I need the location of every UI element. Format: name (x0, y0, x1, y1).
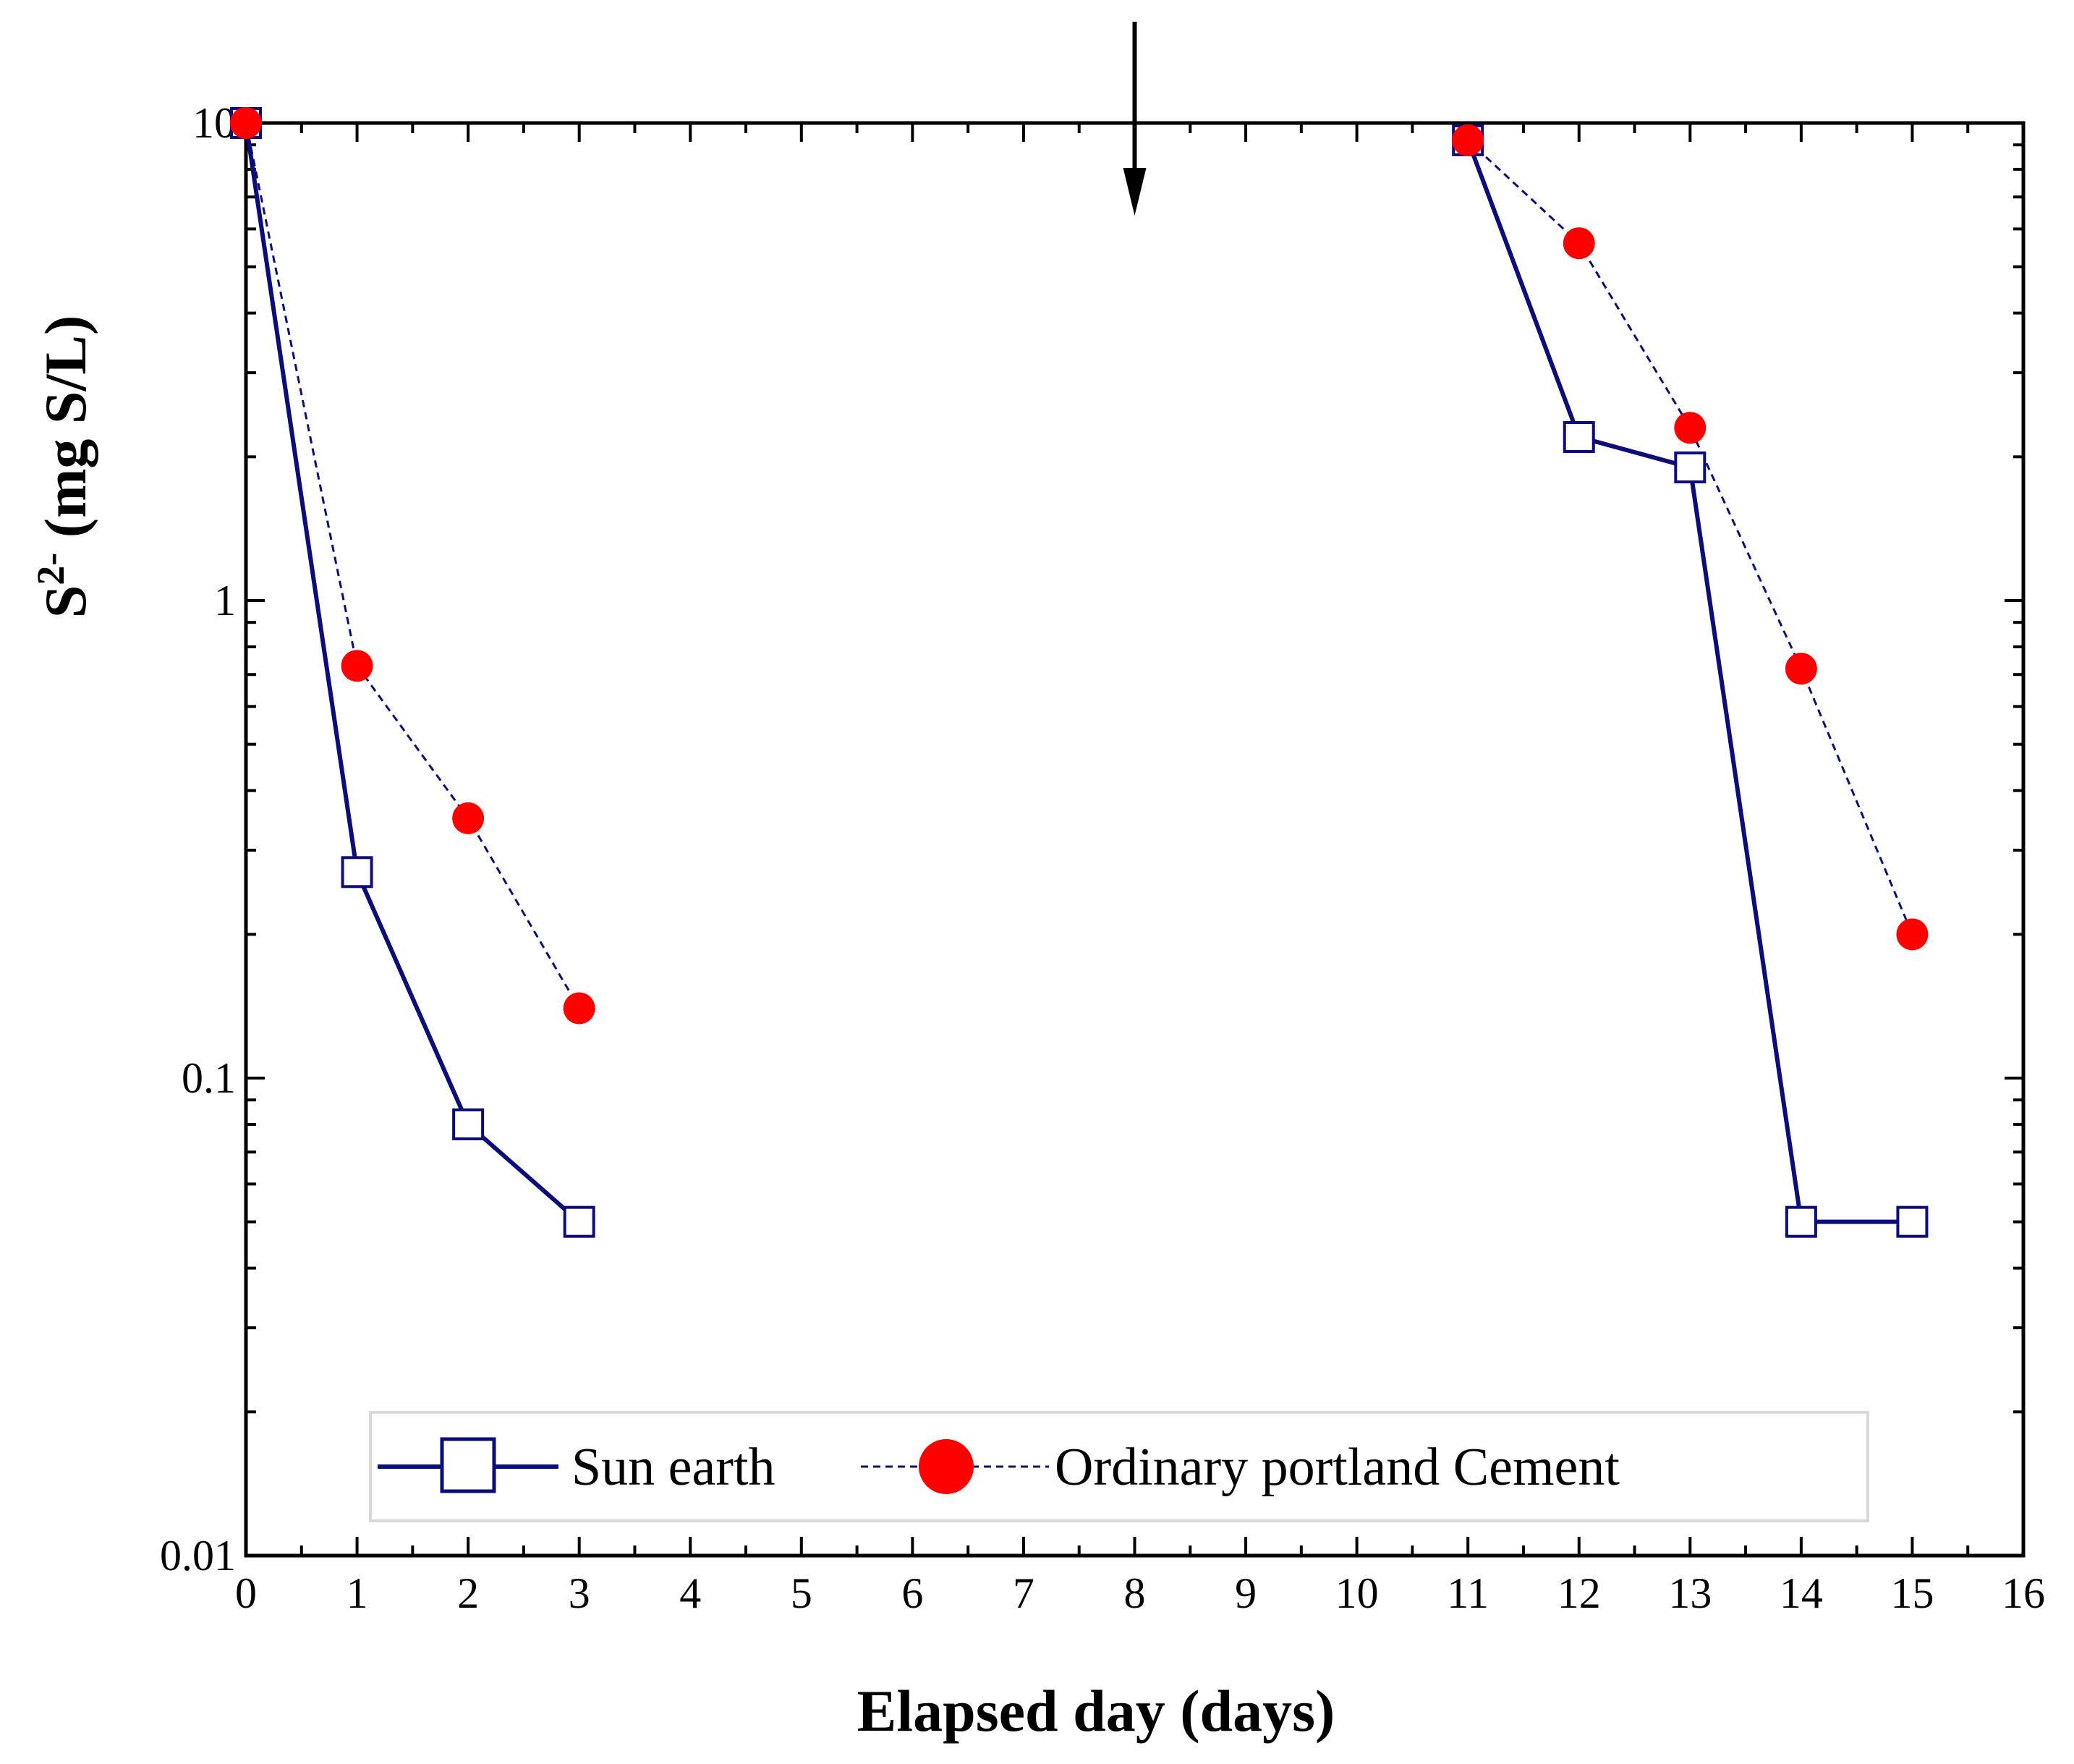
data-point-sun-earth (341, 856, 373, 889)
data-point-opc (452, 802, 485, 834)
legend-opc-marker (919, 1439, 974, 1494)
data-point-sun-earth (1896, 1205, 1929, 1238)
x-tick-label: 3 (569, 1569, 590, 1617)
x-tick-label: 14 (1780, 1569, 1823, 1617)
axis-ticks (245, 123, 2025, 1557)
legend-opc-label: Ordinary portland Cement (1055, 1438, 1620, 1497)
plot-border (244, 121, 2026, 1558)
series-layer (230, 107, 1929, 1238)
y-axis-title-superscript: 2- (29, 553, 72, 585)
data-point-opc (563, 992, 595, 1025)
x-axis-title: Elapsed day (days) (857, 1678, 1335, 1744)
x-tick-label: 6 (901, 1569, 923, 1617)
data-point-opc (1452, 124, 1484, 156)
y-axis-title: S2- (mg S/L) (29, 315, 98, 619)
x-tick-label: 10 (1335, 1569, 1379, 1617)
arrow-head (1123, 168, 1147, 216)
y-tick-label: 10 (192, 99, 236, 147)
y-axis-title-base: S (33, 585, 98, 619)
y-tick-label: 0.01 (160, 1532, 236, 1579)
data-point-opc (1785, 653, 1817, 685)
data-point-sun-earth (1563, 421, 1595, 454)
y-axis-title-units: (mg S/L) (33, 315, 98, 553)
x-tick-label: 2 (457, 1569, 479, 1617)
y-tick-label: 1 (214, 577, 236, 624)
x-tick-label: 13 (1668, 1569, 1712, 1617)
x-tick-label: 7 (1013, 1569, 1034, 1617)
plot-area (244, 121, 2026, 1558)
legend: Sun earth Ordinary portland Cement (369, 1411, 1869, 1522)
x-tick-label: 16 (2002, 1569, 2045, 1617)
x-tick-label: 8 (1124, 1569, 1146, 1617)
x-tick-label: 15 (1890, 1569, 1934, 1617)
data-point-sun-earth (563, 1205, 595, 1238)
series-line-sun-earth (1466, 139, 1913, 1224)
data-point-opc (341, 650, 373, 682)
series-line-sun-earth (244, 122, 581, 1224)
x-tick-label: 0 (235, 1569, 257, 1617)
x-tick-label: 9 (1235, 1569, 1257, 1617)
legend-sun-earth-marker (440, 1437, 496, 1493)
y-tick-labels: 0.01 0.1 1 10 (160, 99, 236, 1579)
series-sun-earth (244, 122, 1913, 1224)
data-point-sun-earth (452, 1108, 485, 1140)
legend-sun-earth-label: Sun earth (571, 1438, 775, 1497)
legend-box (369, 1411, 1869, 1522)
series-line-opc (245, 122, 580, 1009)
annotation-layer (1123, 22, 1147, 216)
series-opc (245, 122, 1913, 1009)
data-point-sun-earth (1785, 1205, 1817, 1238)
series-line-opc (1467, 139, 1913, 935)
data-point-sun-earth (1674, 451, 1707, 484)
x-tick-label: 5 (791, 1569, 812, 1617)
x-tick-label: 11 (1447, 1569, 1489, 1617)
x-tick-labels: 0 1 2 3 4 5 6 7 8 9 10 11 12 13 14 15 16 (235, 1569, 2045, 1617)
x-tick-label: 4 (679, 1569, 701, 1617)
x-tick-label: 1 (347, 1569, 368, 1617)
series-markers-opc (230, 107, 1929, 1025)
data-point-opc (1896, 918, 1929, 951)
data-point-opc (230, 107, 262, 139)
data-point-opc (1674, 412, 1707, 444)
data-point-opc (1563, 227, 1595, 260)
series-markers-sun-earth (230, 107, 1929, 1238)
x-tick-label: 12 (1557, 1569, 1601, 1617)
y-tick-label: 0.1 (182, 1054, 236, 1102)
